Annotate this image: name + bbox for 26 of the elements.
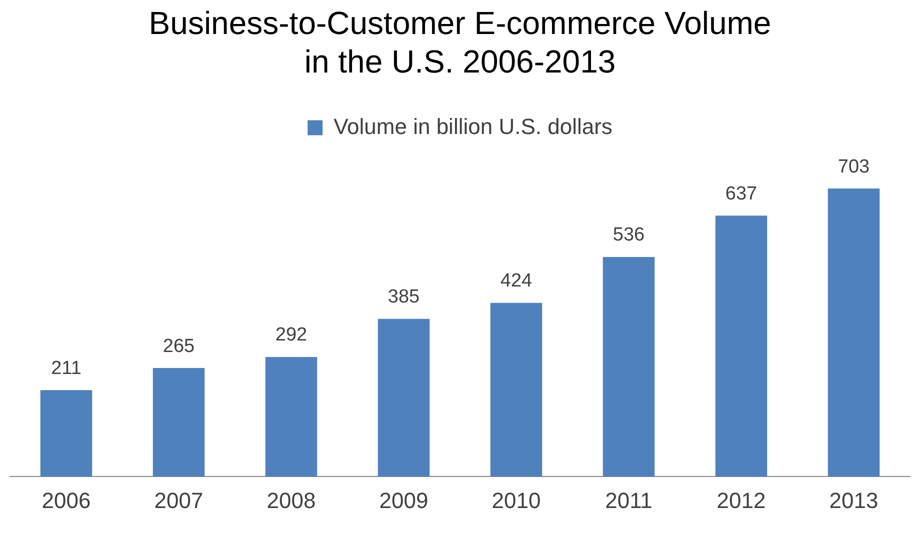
bar [265,356,318,477]
bar [40,390,92,477]
bar [490,302,542,477]
data-label: 292 [275,324,308,346]
legend-label: Volume in billion U.S. dollars [334,114,612,139]
chart-title: Business-to-Customer E-commerce Volume in the U.S. 2006-2013 [148,5,772,80]
bar [378,318,430,477]
x-tick-label: 2011 [605,488,652,513]
x-tick-label: 2010 [492,488,541,513]
x-tick-label: 2009 [379,488,428,513]
x-tick-label: 2013 [829,488,878,513]
x-tick-label: 2007 [154,488,204,513]
x-tick-label: 2012 [716,488,766,513]
data-label: 424 [500,270,533,292]
bar [152,368,205,477]
bar [828,188,880,477]
x-tick-label: 2008 [266,488,316,513]
bar [715,216,768,477]
data-label: 385 [388,286,420,308]
data-label: 536 [612,224,645,246]
data-label: 211 [51,358,82,379]
data-label: 265 [162,336,195,357]
data-label: 703 [838,156,870,178]
x-tick-label: 2006 [42,488,91,513]
bar [602,256,655,477]
data-label: 637 [725,183,758,204]
